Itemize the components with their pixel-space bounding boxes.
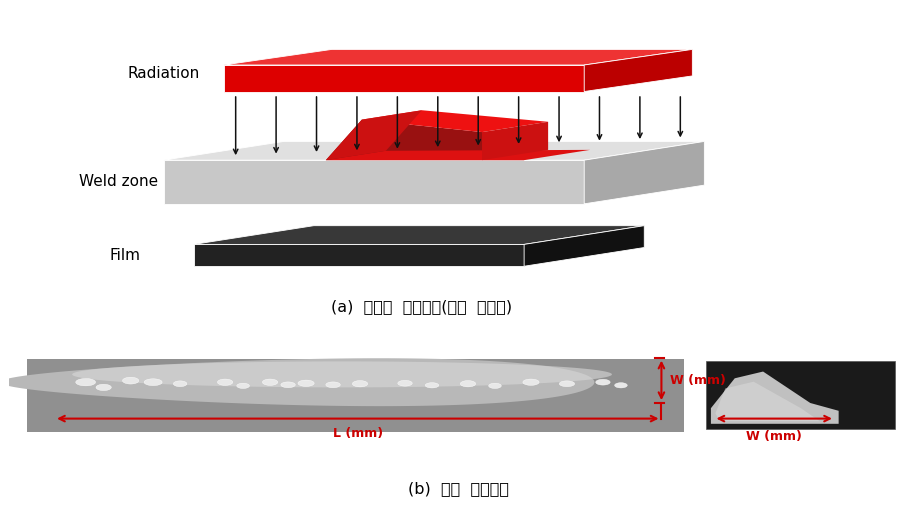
Text: W (mm): W (mm): [670, 374, 726, 387]
Text: W (mm): W (mm): [746, 430, 802, 443]
Text: (b)  기공  측정위치: (b) 기공 측정위치: [409, 482, 509, 496]
Polygon shape: [1, 358, 594, 406]
Text: Weld zone: Weld zone: [80, 175, 159, 189]
Polygon shape: [326, 382, 341, 387]
Polygon shape: [596, 380, 610, 385]
Polygon shape: [281, 382, 296, 387]
Polygon shape: [28, 359, 684, 432]
Polygon shape: [263, 379, 278, 385]
Polygon shape: [707, 361, 895, 429]
Polygon shape: [326, 150, 590, 160]
Polygon shape: [326, 120, 524, 160]
Polygon shape: [584, 141, 704, 204]
Polygon shape: [711, 371, 839, 424]
Polygon shape: [298, 380, 314, 386]
Polygon shape: [237, 383, 250, 388]
Text: (a)  용접부  투과방향(겹침  이음부): (a) 용접부 투과방향(겹침 이음부): [331, 300, 512, 314]
Polygon shape: [397, 381, 412, 386]
Polygon shape: [122, 378, 139, 384]
Polygon shape: [163, 160, 584, 204]
Polygon shape: [144, 379, 162, 385]
Polygon shape: [73, 361, 612, 387]
Polygon shape: [174, 381, 187, 386]
Polygon shape: [326, 110, 422, 160]
Polygon shape: [194, 244, 524, 266]
Polygon shape: [425, 383, 439, 388]
Polygon shape: [460, 381, 476, 387]
Polygon shape: [523, 379, 539, 385]
Polygon shape: [715, 382, 820, 421]
Text: L (mm): L (mm): [332, 426, 383, 439]
Polygon shape: [615, 383, 627, 388]
Polygon shape: [218, 379, 233, 385]
Polygon shape: [482, 122, 548, 160]
Polygon shape: [76, 379, 95, 386]
Polygon shape: [163, 141, 704, 160]
Polygon shape: [353, 381, 368, 387]
Polygon shape: [96, 384, 111, 391]
Polygon shape: [488, 383, 501, 388]
Polygon shape: [224, 49, 692, 65]
Polygon shape: [524, 226, 644, 266]
Polygon shape: [194, 226, 644, 244]
Text: Film: Film: [109, 248, 140, 263]
Polygon shape: [362, 110, 548, 132]
Polygon shape: [584, 49, 692, 92]
Text: Radiation: Radiation: [128, 66, 200, 81]
Polygon shape: [224, 65, 584, 92]
Polygon shape: [559, 381, 575, 386]
